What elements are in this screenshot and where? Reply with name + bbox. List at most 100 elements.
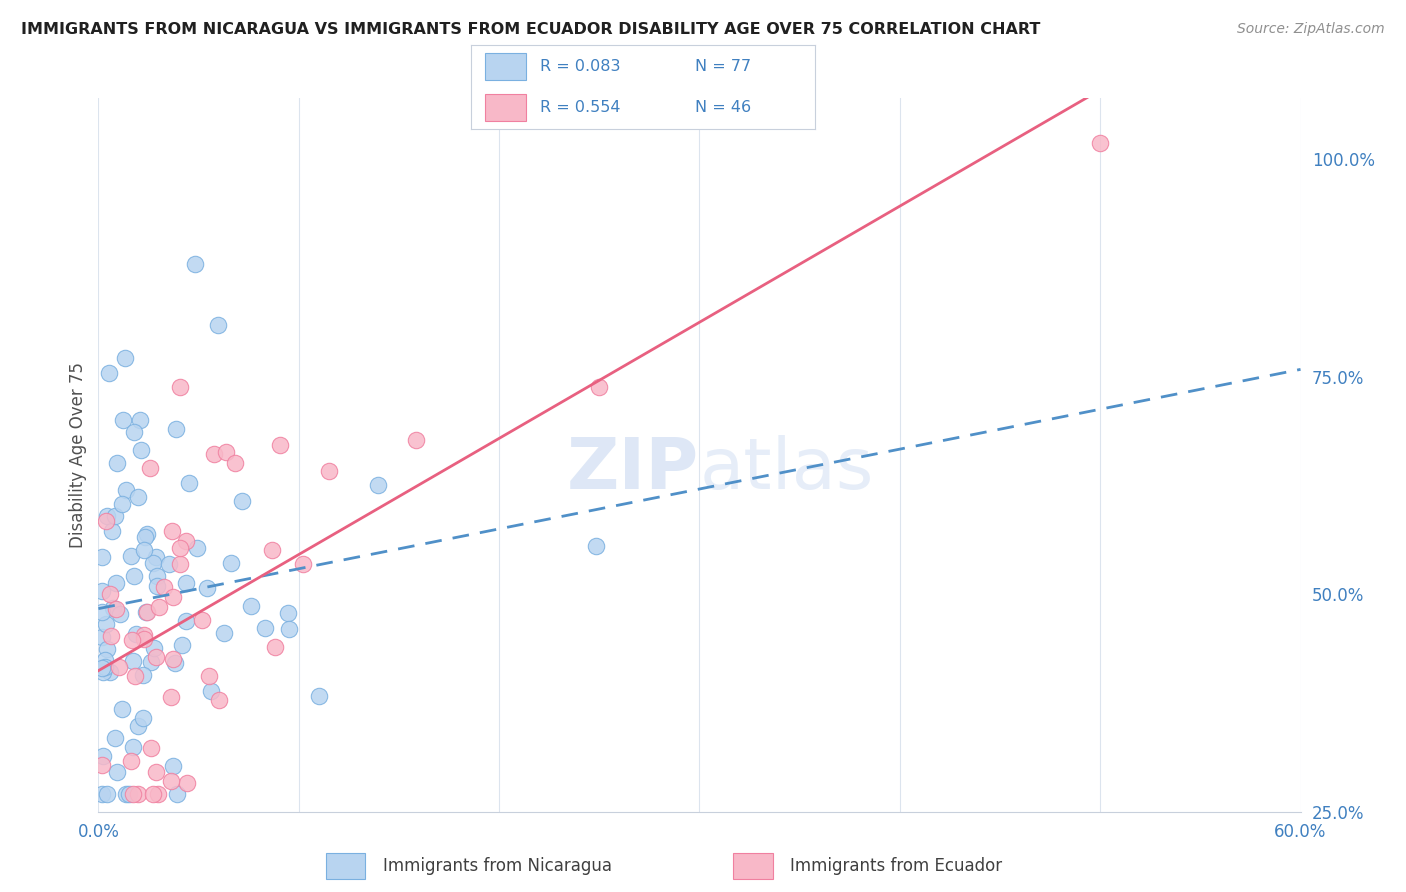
Point xyxy=(91,584,114,599)
Point xyxy=(165,422,187,436)
Point xyxy=(114,351,136,365)
Point xyxy=(129,443,152,458)
Point xyxy=(120,754,142,768)
Point xyxy=(111,702,134,716)
Point xyxy=(277,606,299,620)
Point xyxy=(231,494,253,508)
Text: R = 0.083: R = 0.083 xyxy=(540,59,620,74)
Point xyxy=(169,380,191,394)
Text: ZIP: ZIP xyxy=(567,434,700,504)
Point xyxy=(111,413,134,427)
Point xyxy=(142,556,165,570)
Point xyxy=(128,413,150,427)
Text: N = 46: N = 46 xyxy=(695,100,751,115)
Point xyxy=(165,656,187,670)
Point xyxy=(124,669,146,683)
Point xyxy=(91,787,114,801)
Point xyxy=(157,557,180,571)
Point xyxy=(134,530,156,544)
Point xyxy=(169,541,191,555)
Point xyxy=(139,461,162,475)
Point xyxy=(132,711,155,725)
Point xyxy=(122,655,145,669)
Point xyxy=(264,640,287,654)
Point xyxy=(160,773,183,788)
Point xyxy=(318,464,340,478)
Point xyxy=(91,661,114,675)
Point xyxy=(104,509,127,524)
Point xyxy=(162,591,184,605)
Point xyxy=(134,632,156,646)
Point xyxy=(103,600,125,615)
Point xyxy=(219,556,242,570)
Point xyxy=(162,652,184,666)
Point xyxy=(127,490,149,504)
Point xyxy=(120,549,142,563)
Point xyxy=(198,669,221,683)
Point xyxy=(148,599,170,614)
Point xyxy=(115,787,138,801)
Point xyxy=(145,764,167,779)
Point xyxy=(105,457,128,471)
Point xyxy=(96,508,118,523)
Point xyxy=(135,605,157,619)
Point xyxy=(93,653,115,667)
Point xyxy=(121,787,143,801)
Point xyxy=(91,630,114,644)
Bar xyxy=(485,94,526,120)
Point xyxy=(159,690,181,704)
Text: Source: ZipAtlas.com: Source: ZipAtlas.com xyxy=(1237,22,1385,37)
Point xyxy=(105,602,128,616)
Point xyxy=(127,719,149,733)
Point xyxy=(96,514,118,528)
Point xyxy=(96,642,118,657)
Point xyxy=(134,543,156,558)
Point xyxy=(100,629,122,643)
Point xyxy=(121,632,143,647)
Point xyxy=(269,438,291,452)
Point xyxy=(135,605,157,619)
Point xyxy=(146,787,169,801)
Point xyxy=(136,526,159,541)
Text: R = 0.554: R = 0.554 xyxy=(540,100,620,115)
Point xyxy=(100,587,122,601)
Point xyxy=(207,318,229,332)
Point xyxy=(146,568,169,582)
Point xyxy=(215,445,238,459)
Point xyxy=(98,665,121,679)
Point xyxy=(141,741,163,756)
Point xyxy=(291,557,314,571)
Point xyxy=(1088,136,1111,151)
Point xyxy=(115,483,138,497)
Point xyxy=(174,614,197,628)
Point xyxy=(142,787,165,801)
Point xyxy=(105,576,128,591)
Point xyxy=(118,787,141,801)
Y-axis label: Disability Age Over 75: Disability Age Over 75 xyxy=(69,362,87,548)
Point xyxy=(202,447,225,461)
Point xyxy=(98,366,121,380)
Point xyxy=(169,558,191,572)
Point xyxy=(134,628,156,642)
Point xyxy=(170,638,193,652)
Point xyxy=(191,613,214,627)
Point xyxy=(277,622,299,636)
Point xyxy=(177,476,200,491)
Point xyxy=(240,599,263,614)
Point xyxy=(96,787,118,801)
Point xyxy=(108,660,131,674)
Point xyxy=(200,684,222,698)
Point xyxy=(132,668,155,682)
Point xyxy=(208,693,231,707)
Point xyxy=(110,607,132,622)
Point xyxy=(176,775,198,789)
Text: atlas: atlas xyxy=(700,434,875,504)
Point xyxy=(111,497,134,511)
Point xyxy=(127,787,149,801)
Point xyxy=(186,541,208,555)
Point xyxy=(91,605,114,619)
Point xyxy=(254,621,277,635)
Point xyxy=(212,625,235,640)
Point xyxy=(93,660,115,674)
Point xyxy=(166,787,188,801)
